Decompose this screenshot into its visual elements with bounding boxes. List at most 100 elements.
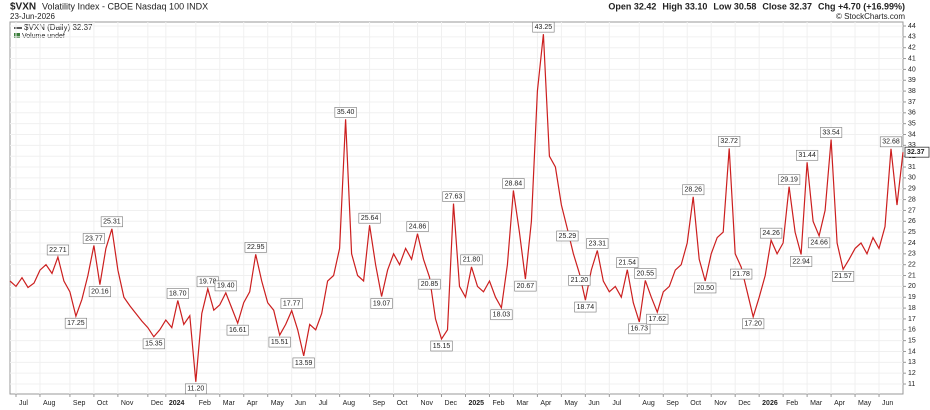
- data-label-box: [760, 227, 783, 239]
- data-label-box: [358, 212, 381, 224]
- data-label-box: [730, 268, 753, 280]
- data-label-box: [616, 257, 639, 268]
- x-tick-label: 2026: [762, 400, 778, 407]
- chart-title: Volatility Index - CBOE Nasdaq 100 INDX: [42, 1, 208, 11]
- x-tick-label: Sep: [73, 400, 86, 407]
- data-label: 17.62: [646, 313, 669, 325]
- data-label: 27.63: [442, 191, 465, 202]
- data-label-text: 31.44: [798, 152, 816, 159]
- data-label-text: 32.72: [720, 138, 738, 145]
- x-tick-label: Apr: [540, 400, 552, 407]
- data-label-box: [406, 221, 429, 232]
- data-label: 22.71: [46, 244, 70, 256]
- data-label-text: 21.54: [619, 260, 637, 267]
- data-label: 16.61: [226, 324, 249, 336]
- y-tick-label: 11: [908, 381, 915, 388]
- data-label: 18.70: [166, 288, 189, 299]
- data-label-text: 18.74: [577, 304, 595, 311]
- data-label-box: [244, 242, 267, 253]
- data-label-box: [832, 271, 855, 282]
- data-label-text: 17.25: [67, 320, 85, 327]
- last-value-box: [904, 146, 930, 158]
- data-label: 20.16: [88, 286, 111, 297]
- data-label-box: [100, 216, 123, 228]
- data-label: 17.25: [64, 317, 87, 329]
- y-tick-label: 28: [908, 196, 916, 203]
- x-tick-label: Feb: [492, 400, 504, 407]
- y-tick-label: 18: [908, 305, 916, 312]
- data-label-box: [556, 230, 579, 242]
- data-label-text: 24.86: [409, 224, 427, 231]
- quote: Chg +4.70 (+16.99%) Close 32.37 Low 30.58 H…: [608, 1, 905, 11]
- data-label-text: 25.31: [103, 219, 121, 226]
- y-tick-label: 34: [908, 131, 916, 138]
- data-label-text: 21.80: [463, 257, 481, 264]
- x-tick-label: Aug: [642, 400, 655, 407]
- legend-swatch: [14, 33, 20, 38]
- x-tick-label: Apr: [834, 400, 846, 407]
- data-label-text: 18.03: [493, 312, 511, 319]
- x-tick-label: May: [271, 400, 285, 407]
- data-label-text: 20.16: [91, 288, 109, 295]
- data-label: 15.51: [268, 336, 291, 348]
- data-label-text: 27.63: [445, 193, 463, 200]
- data-label-text: 15.15: [433, 343, 451, 350]
- y-tick-label: 38: [908, 88, 916, 95]
- x-tick-label: Nov: [121, 400, 134, 407]
- data-label-text: 28.84: [505, 180, 523, 187]
- legend-entry: $VXN (Daily) 32.37: [24, 23, 93, 32]
- y-tick-label: 14: [908, 348, 916, 355]
- quote-item: High 33.10: [662, 1, 707, 11]
- y-tick-label: 41: [908, 55, 916, 62]
- data-label-text: 15.35: [145, 341, 163, 348]
- data-label-box: [694, 282, 717, 294]
- data-label: 25.31: [100, 216, 123, 228]
- data-label-box: [502, 178, 525, 189]
- y-tick-label: 17: [908, 316, 916, 323]
- data-label: 20.55: [634, 268, 657, 279]
- y-tick-label: 21: [908, 272, 916, 279]
- data-label: 24.66: [808, 237, 831, 249]
- data-label-box: [682, 184, 705, 196]
- data-label: 28.26: [682, 184, 705, 196]
- data-label-box: [460, 254, 483, 266]
- x-tick-label: Mar: [810, 400, 823, 407]
- data-label-box: [88, 286, 111, 297]
- x-tick-label: Aug: [343, 400, 356, 407]
- data-label: 23.77: [82, 233, 105, 244]
- x-tick-label: Sep: [666, 400, 679, 407]
- data-label: 29.19: [778, 174, 801, 185]
- y-tick-label: 33: [908, 142, 916, 149]
- data-label-text: 17.62: [649, 316, 667, 323]
- data-label: 21.80: [460, 254, 483, 266]
- y-tick-label: 36: [908, 110, 916, 117]
- data-label-text: 22.95: [247, 244, 265, 251]
- data-label: 18.03: [490, 309, 513, 321]
- y-tick-label: 43: [908, 34, 916, 41]
- data-label-text: 20.67: [517, 283, 535, 290]
- x-tick-label: Feb: [786, 400, 798, 407]
- last-value-label: 32.37: [907, 149, 925, 156]
- data-label: 20.67: [514, 280, 537, 292]
- data-label-box: [574, 301, 597, 313]
- data-label-text: 19.07: [373, 300, 391, 307]
- x-tick-label: Dec: [445, 400, 458, 407]
- data-label-box: [586, 238, 609, 249]
- y-tick-label: 24: [908, 240, 916, 247]
- data-label-text: 28.26: [684, 187, 702, 194]
- data-label-box: [214, 280, 237, 292]
- data-label-text: 11.20: [187, 386, 204, 393]
- x-tick-label: Jul: [612, 400, 621, 407]
- x-tick-label: Jun: [295, 400, 306, 407]
- data-label: 11.20: [184, 383, 207, 395]
- y-tick-label: 35: [908, 120, 916, 127]
- price-line: [9, 34, 904, 382]
- quote-item: Low 30.58: [713, 1, 756, 11]
- data-label-text: 25.29: [559, 233, 577, 240]
- data-label: 21.57: [832, 271, 855, 282]
- x-tick-label: Oct: [97, 400, 108, 407]
- data-label: 21.20: [568, 275, 591, 286]
- y-tick-label: 16: [908, 327, 916, 334]
- data-label-box: [634, 268, 657, 279]
